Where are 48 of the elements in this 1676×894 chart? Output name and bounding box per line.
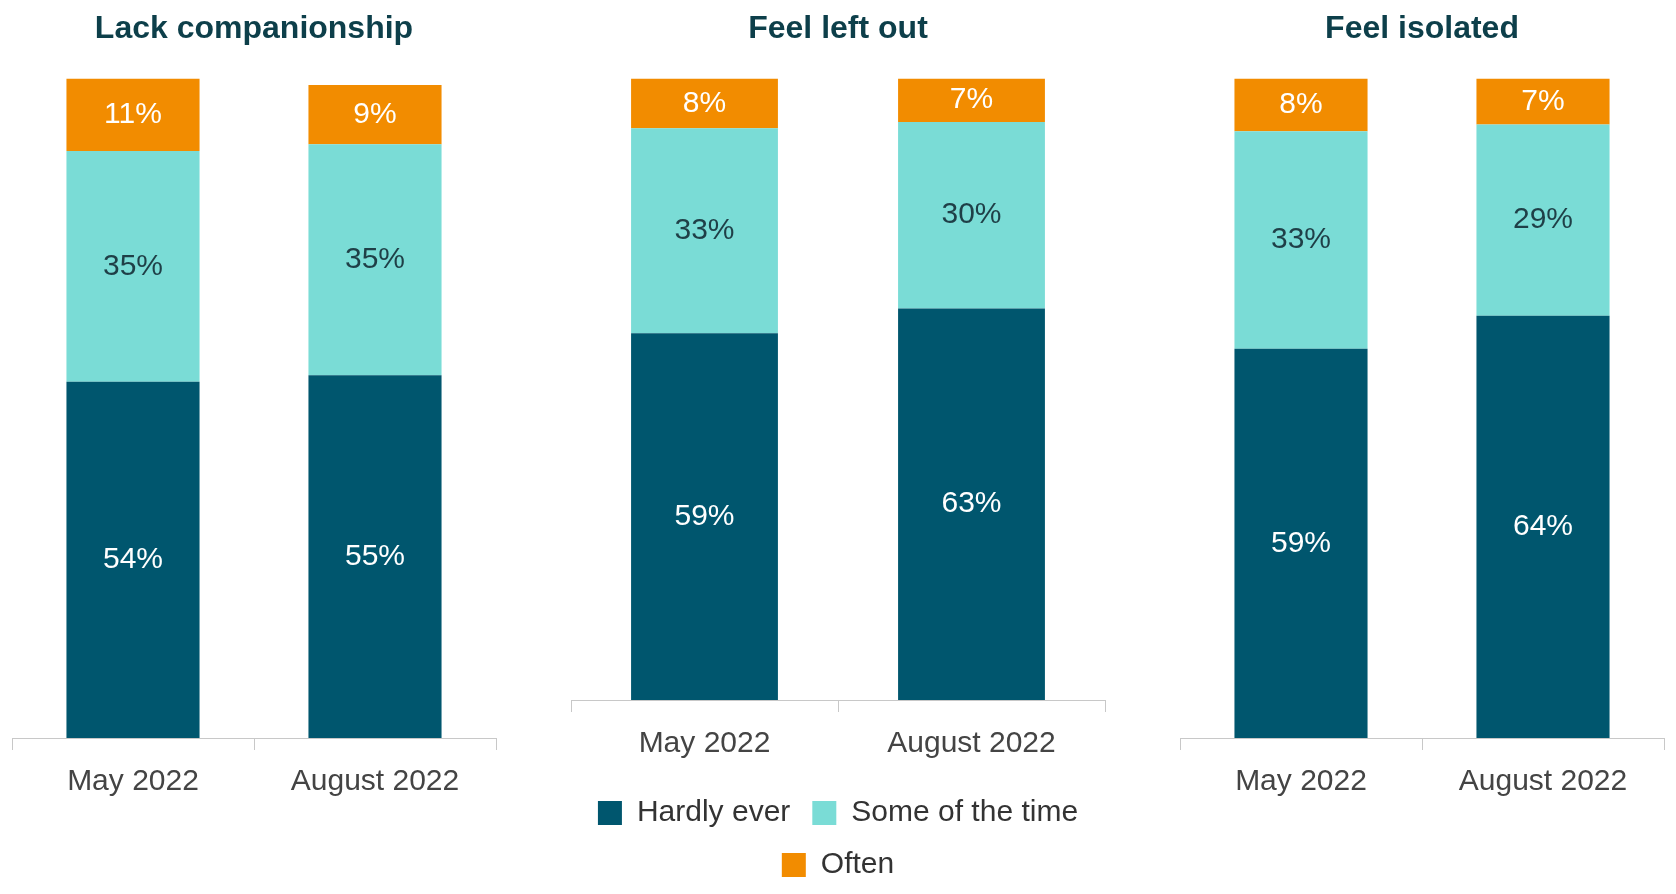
bar [1476,78,1610,125]
data-label: 59% [674,497,735,531]
bar [898,121,1045,309]
bar [1234,348,1368,738]
data-label: 33% [674,211,735,245]
data-label: 11% [104,95,162,129]
data-label: 7% [1521,82,1565,116]
chart-title: Lack companionship [94,9,414,46]
bar [66,150,200,382]
bar [308,85,442,145]
data-label: 54% [102,541,164,575]
bar [1476,124,1610,316]
data-label: 59% [1270,524,1332,558]
data-label: 55% [344,537,406,571]
bar [66,78,200,151]
data-label: 30% [941,196,1002,230]
legend-label: Some of the time [851,794,1079,828]
x-tick-label: May 2022 [1235,763,1367,797]
x-tick-label: August 2022 [887,725,1056,759]
data-label: 33% [1270,221,1332,255]
bar [1234,131,1368,349]
data-label: 8% [1279,86,1323,120]
x-tick-label: May 2022 [638,725,771,759]
bar [898,78,1045,122]
data-label: 7% [949,81,994,115]
bar [308,375,442,738]
chart-title: Feel left out [748,9,929,46]
bar [66,381,200,738]
data-label: 9% [353,95,397,129]
bar [631,78,778,129]
legend-label: Often [820,846,895,880]
bar [1476,315,1610,738]
x-tick-label: August 2022 [1458,763,1628,797]
data-label: 8% [682,84,727,118]
chart-title: Feel isolated [1325,9,1519,46]
bar [631,128,778,334]
data-label: 29% [1512,201,1574,235]
bar [898,308,1045,700]
bar [308,144,442,376]
x-tick-label: August 2022 [290,763,460,797]
data-label: 63% [941,485,1002,519]
x-tick-label: May 2022 [67,763,199,797]
data-label: 64% [1512,508,1574,542]
legend-label: Hardly ever [636,794,791,828]
data-label: 35% [102,247,164,281]
bar [631,333,778,700]
data-label: 35% [344,241,406,275]
bar [1234,78,1368,132]
